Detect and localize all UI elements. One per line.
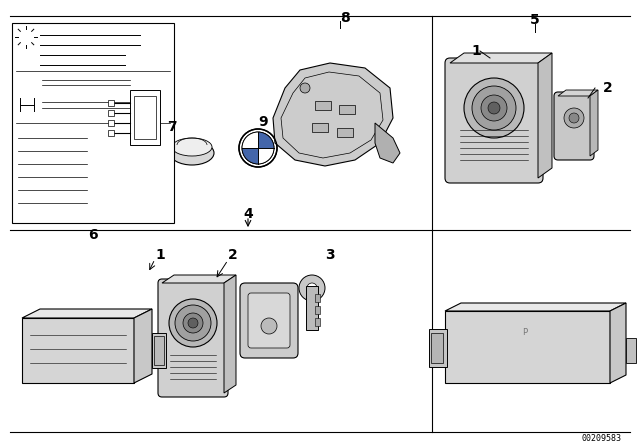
Polygon shape xyxy=(450,53,552,63)
FancyBboxPatch shape xyxy=(158,279,228,397)
Bar xyxy=(20,78,36,91)
Polygon shape xyxy=(558,90,598,96)
Bar xyxy=(431,333,443,363)
Polygon shape xyxy=(258,148,274,164)
Polygon shape xyxy=(224,275,236,393)
Circle shape xyxy=(188,318,198,328)
Circle shape xyxy=(242,132,274,164)
Bar xyxy=(20,168,45,179)
Bar xyxy=(12,23,174,223)
Polygon shape xyxy=(134,309,152,383)
Bar xyxy=(306,286,318,330)
Bar xyxy=(337,128,353,137)
Polygon shape xyxy=(273,63,393,166)
Bar xyxy=(108,130,114,136)
Polygon shape xyxy=(445,303,626,311)
Polygon shape xyxy=(538,53,552,178)
Bar xyxy=(134,96,156,139)
Circle shape xyxy=(169,299,217,347)
Text: P: P xyxy=(522,328,527,337)
Bar xyxy=(20,192,45,203)
Bar xyxy=(22,318,134,383)
Bar xyxy=(130,90,160,145)
Text: 9: 9 xyxy=(258,115,268,129)
Text: 2: 2 xyxy=(603,81,613,95)
Polygon shape xyxy=(258,132,274,148)
Bar xyxy=(51,192,76,203)
Bar xyxy=(315,101,331,110)
Text: 1: 1 xyxy=(155,248,165,262)
Text: 1: 1 xyxy=(471,44,481,58)
Bar xyxy=(315,294,320,302)
Polygon shape xyxy=(22,309,152,318)
Bar xyxy=(108,110,114,116)
Polygon shape xyxy=(242,148,258,164)
Bar xyxy=(51,168,76,179)
Polygon shape xyxy=(258,132,273,148)
Bar xyxy=(51,204,76,215)
Bar xyxy=(51,180,76,191)
Text: 4: 4 xyxy=(243,207,253,221)
Polygon shape xyxy=(242,132,258,148)
Circle shape xyxy=(239,129,277,167)
Bar xyxy=(445,311,610,383)
Bar xyxy=(429,329,447,367)
Bar xyxy=(315,306,320,314)
Bar xyxy=(312,123,328,132)
Bar xyxy=(20,180,45,191)
FancyBboxPatch shape xyxy=(240,283,298,358)
Circle shape xyxy=(564,108,584,128)
Circle shape xyxy=(488,102,500,114)
Polygon shape xyxy=(610,303,626,383)
Circle shape xyxy=(261,318,277,334)
Circle shape xyxy=(175,305,211,341)
Text: 5: 5 xyxy=(530,13,540,27)
Bar xyxy=(315,318,320,326)
FancyBboxPatch shape xyxy=(554,92,594,160)
Bar xyxy=(108,100,114,106)
FancyBboxPatch shape xyxy=(248,293,290,348)
Polygon shape xyxy=(375,123,400,163)
Circle shape xyxy=(307,283,317,293)
Text: 8: 8 xyxy=(340,11,350,25)
FancyBboxPatch shape xyxy=(445,58,543,183)
Polygon shape xyxy=(590,90,598,156)
Bar xyxy=(626,338,636,363)
Circle shape xyxy=(299,275,325,301)
Circle shape xyxy=(183,313,203,333)
Bar xyxy=(152,333,166,368)
Bar xyxy=(154,336,164,365)
Text: 3: 3 xyxy=(325,248,335,262)
Circle shape xyxy=(481,95,507,121)
Bar xyxy=(339,105,355,114)
Polygon shape xyxy=(162,275,236,283)
Text: 6: 6 xyxy=(88,228,98,242)
Bar xyxy=(20,204,45,215)
Ellipse shape xyxy=(170,141,214,165)
Circle shape xyxy=(472,86,516,130)
Circle shape xyxy=(300,83,310,93)
Text: 00209583: 00209583 xyxy=(582,434,622,443)
Circle shape xyxy=(464,78,524,138)
Text: 7: 7 xyxy=(167,120,177,134)
Circle shape xyxy=(22,33,30,41)
Ellipse shape xyxy=(172,138,212,156)
Bar xyxy=(108,120,114,126)
Circle shape xyxy=(569,113,579,123)
Text: 2: 2 xyxy=(228,248,238,262)
